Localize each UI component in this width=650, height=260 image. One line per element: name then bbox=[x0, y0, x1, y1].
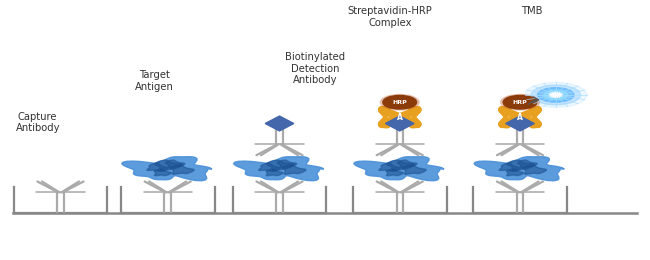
Circle shape bbox=[525, 82, 587, 107]
Circle shape bbox=[503, 95, 537, 109]
Text: HRP: HRP bbox=[513, 100, 527, 105]
Text: TMB: TMB bbox=[521, 6, 543, 16]
Polygon shape bbox=[265, 116, 294, 131]
Text: HRP: HRP bbox=[393, 100, 407, 105]
Polygon shape bbox=[397, 160, 417, 168]
Text: Streptavidin-HRP
Complex: Streptavidin-HRP Complex bbox=[348, 6, 432, 28]
Polygon shape bbox=[171, 165, 194, 174]
Polygon shape bbox=[517, 160, 538, 168]
Polygon shape bbox=[283, 165, 306, 174]
Polygon shape bbox=[499, 163, 520, 171]
Polygon shape bbox=[507, 160, 534, 171]
Polygon shape bbox=[506, 116, 534, 131]
Text: A: A bbox=[517, 113, 523, 121]
Circle shape bbox=[531, 85, 580, 105]
Polygon shape bbox=[385, 116, 414, 131]
Polygon shape bbox=[474, 157, 564, 181]
Polygon shape bbox=[155, 160, 182, 171]
Polygon shape bbox=[165, 160, 185, 168]
Polygon shape bbox=[379, 163, 400, 171]
Polygon shape bbox=[523, 165, 547, 174]
Circle shape bbox=[549, 92, 562, 98]
Polygon shape bbox=[154, 169, 172, 176]
Text: Target
Antigen: Target Antigen bbox=[135, 70, 174, 92]
Circle shape bbox=[544, 90, 567, 100]
Text: Capture
Antibody: Capture Antibody bbox=[16, 112, 60, 133]
Polygon shape bbox=[266, 160, 294, 171]
Polygon shape bbox=[266, 169, 283, 176]
Polygon shape bbox=[277, 160, 297, 168]
Polygon shape bbox=[147, 163, 168, 171]
Polygon shape bbox=[233, 157, 324, 181]
Polygon shape bbox=[259, 163, 280, 171]
Polygon shape bbox=[387, 160, 414, 171]
Circle shape bbox=[500, 94, 540, 110]
Polygon shape bbox=[506, 169, 524, 176]
Text: A: A bbox=[396, 113, 403, 121]
Circle shape bbox=[538, 88, 574, 102]
Circle shape bbox=[380, 94, 419, 110]
Polygon shape bbox=[386, 169, 404, 176]
Polygon shape bbox=[122, 157, 212, 181]
Polygon shape bbox=[403, 165, 426, 174]
Text: Biotinylated
Detection
Antibody: Biotinylated Detection Antibody bbox=[285, 52, 345, 85]
Circle shape bbox=[383, 95, 417, 109]
Polygon shape bbox=[354, 157, 444, 181]
